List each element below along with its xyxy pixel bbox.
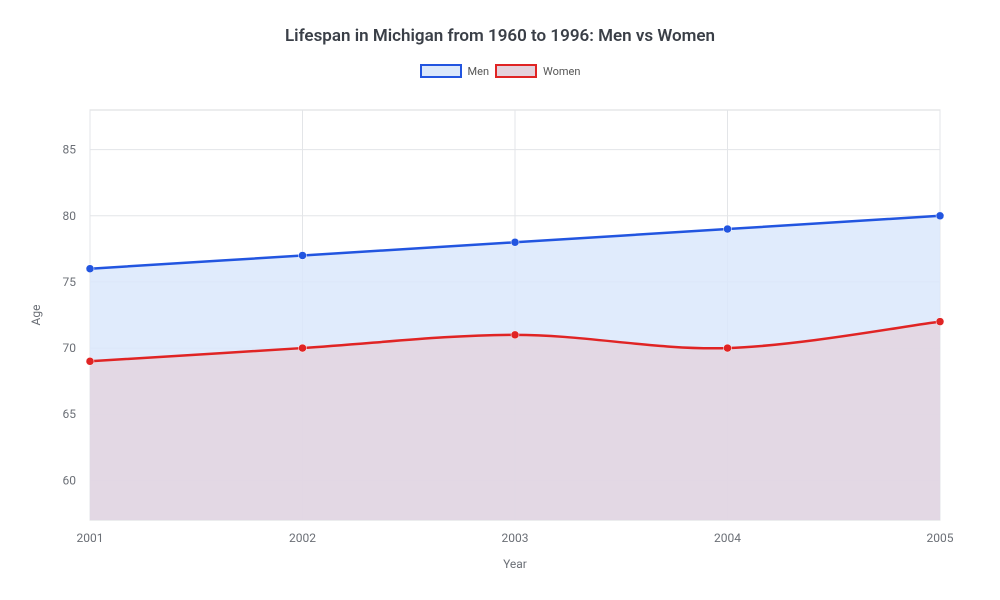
y-tick-label: 80 bbox=[63, 209, 77, 223]
marker-men bbox=[86, 265, 94, 273]
y-tick-label: 70 bbox=[63, 341, 77, 355]
x-tick-label: 2004 bbox=[714, 531, 741, 545]
y-axis-label: Age bbox=[29, 305, 43, 326]
marker-women bbox=[86, 357, 94, 365]
x-axis-label: Year bbox=[503, 557, 527, 571]
marker-women bbox=[724, 344, 732, 352]
x-tick-label: 2002 bbox=[289, 531, 316, 545]
x-tick-label: 2001 bbox=[77, 531, 104, 545]
y-tick-label: 65 bbox=[63, 407, 77, 421]
y-tick-label: 60 bbox=[63, 473, 77, 487]
marker-women bbox=[936, 318, 944, 326]
x-tick-label: 2005 bbox=[927, 531, 954, 545]
chart-svg: 60 65 70 75 80 85 2001 2002 2003 2004 2005 Age Year bbox=[0, 90, 1000, 600]
legend-label-men: Men bbox=[468, 65, 490, 78]
marker-men bbox=[511, 238, 519, 246]
x-tick-label: 2003 bbox=[502, 531, 529, 545]
legend: Men Women bbox=[0, 64, 1000, 78]
marker-men bbox=[936, 212, 944, 220]
legend-swatch-men bbox=[420, 64, 462, 78]
legend-item-women: Women bbox=[495, 64, 580, 78]
legend-item-men: Men bbox=[420, 64, 490, 78]
y-tick-label: 85 bbox=[63, 143, 77, 157]
plot-area: 60 65 70 75 80 85 2001 2002 2003 2004 2005 Age Year bbox=[0, 90, 1000, 600]
marker-men bbox=[724, 225, 732, 233]
legend-label-women: Women bbox=[543, 65, 580, 78]
chart-title: Lifespan in Michigan from 1960 to 1996: … bbox=[0, 0, 1000, 46]
marker-women bbox=[511, 331, 519, 339]
legend-swatch-women bbox=[495, 64, 537, 78]
y-tick-label: 75 bbox=[63, 275, 77, 289]
marker-men bbox=[299, 251, 307, 259]
marker-women bbox=[299, 344, 307, 352]
